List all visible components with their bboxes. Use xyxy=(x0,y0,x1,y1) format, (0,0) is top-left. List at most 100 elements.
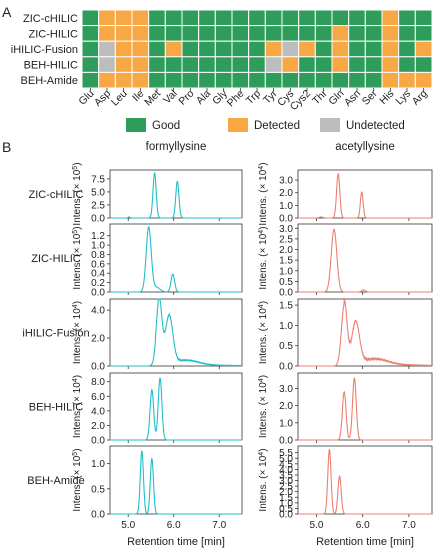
heatmap-cell xyxy=(181,25,200,42)
heatmap-cell xyxy=(98,25,116,42)
y-tick-label: 1.0 xyxy=(279,498,293,509)
heatmap-cell xyxy=(281,9,300,27)
chromatogram-axes xyxy=(109,169,243,219)
heatmap-cell xyxy=(81,71,100,89)
y-axis-label: Intens. (× 104) xyxy=(258,448,270,511)
chromatogram-panel: formyllysine acetyllysine ZIC-cHILIC 0.0 2.5… xyxy=(22,141,433,548)
heatmap-cell xyxy=(214,56,233,73)
y-tick-label: 5.5 xyxy=(279,448,293,459)
heatmap-cell xyxy=(98,71,116,89)
x-tick-label: 5.0 xyxy=(121,520,135,531)
y-tick-label: 1.5 xyxy=(279,256,293,267)
heatmap-cell xyxy=(398,40,416,58)
heatmap-cell xyxy=(264,71,283,89)
heatmap-cell xyxy=(181,56,200,73)
y-tick-label: 1.0 xyxy=(91,241,105,252)
heatmap-cell xyxy=(398,9,416,27)
heatmap-cell xyxy=(248,71,266,89)
y-tick-label: 1.0 xyxy=(279,418,293,429)
heatmap-cell xyxy=(148,56,166,73)
heatmap-cell xyxy=(248,40,266,58)
legend-swatch xyxy=(126,118,146,132)
chromatogram-trace xyxy=(110,225,242,293)
heatmap-cell xyxy=(181,40,200,58)
heatmap-cell xyxy=(298,40,316,58)
heatmap-cell xyxy=(198,56,216,73)
y-tick-label: 3.0 xyxy=(279,224,293,235)
heatmap-cell xyxy=(314,71,333,89)
y-tick-label: 2.0 xyxy=(279,188,293,199)
heatmap-cell xyxy=(264,40,283,58)
y-tick-label: 8.0 xyxy=(91,377,105,388)
y-tick-label: 0.0 xyxy=(279,288,293,299)
y-tick-label: 0.0 xyxy=(279,214,293,225)
heatmap-cell xyxy=(231,9,250,27)
heatmap-cell xyxy=(231,71,250,89)
y-tick-label: 3.0 xyxy=(279,476,293,487)
heatmap-cell xyxy=(231,56,250,73)
legend-swatch xyxy=(228,118,248,132)
heatmap-cell xyxy=(214,9,233,27)
y-tick-label: 7.5 xyxy=(91,174,105,185)
heatmap-cell xyxy=(131,25,150,42)
heatmap-cell xyxy=(331,9,350,27)
heatmap-cell xyxy=(264,56,283,73)
y-tick-label: 0.5 xyxy=(91,484,105,495)
heatmap-cell xyxy=(148,25,166,42)
y-axis-label: Intens. (× 104) xyxy=(72,301,84,364)
heatmap-cell xyxy=(214,25,233,42)
heatmap-cell xyxy=(331,71,350,89)
x-tick-label: 6.0 xyxy=(167,520,181,531)
y-tick-label: 0.0 xyxy=(279,510,293,521)
heatmap-cell xyxy=(148,71,166,89)
heatmap-row-label: ZIC-HILIC xyxy=(29,28,79,40)
heatmap-cell xyxy=(398,56,416,73)
chromatogram-axes xyxy=(109,223,243,293)
heatmap-cell xyxy=(131,71,150,89)
y-tick-label: 0.8 xyxy=(91,250,105,261)
y-tick-label: 1.0 xyxy=(91,459,105,470)
heatmap-cell xyxy=(414,40,433,58)
heatmap-cell xyxy=(214,71,233,89)
y-axis-label: Intens. (× 104) xyxy=(258,375,270,438)
heatmap-cell xyxy=(198,71,216,89)
heatmap-row-label: ZIC-cHILIC xyxy=(23,13,78,25)
y-tick-label: 6.0 xyxy=(91,392,105,403)
y-tick-label: 3.5 xyxy=(279,470,293,481)
legend-label: Undetected xyxy=(346,120,405,132)
chromatogram-row-label: BEH-HILIC xyxy=(29,402,83,414)
heatmap-cell xyxy=(348,56,366,73)
heatmap-cell xyxy=(198,9,216,27)
chromatogram-axes xyxy=(109,298,243,367)
y-tick-label: 0.4 xyxy=(91,269,105,280)
heatmap-cell xyxy=(381,71,400,89)
y-tick-label: 2.5 xyxy=(91,200,105,211)
y-tick-label: 2.0 xyxy=(279,401,293,412)
heatmap-row-label: BEH-HILIC xyxy=(24,60,78,72)
heatmap-col-label: Arg xyxy=(410,88,430,108)
heatmap-cell xyxy=(198,25,216,42)
x-tick-label: 7.0 xyxy=(402,520,416,531)
x-tick-label: 5.0 xyxy=(310,520,324,531)
heatmap-cell xyxy=(214,40,233,58)
y-tick-label: 0.0 xyxy=(91,510,105,521)
heatmap-cell xyxy=(348,9,366,27)
heatmap-cell xyxy=(131,9,150,27)
panel-b-label: B xyxy=(2,139,11,155)
heatmap-cell xyxy=(381,9,400,27)
heatmap-cell xyxy=(314,9,333,27)
heatmap-cell xyxy=(331,40,350,58)
y-tick-label: 5.0 xyxy=(279,454,293,465)
heatmap-cell xyxy=(114,56,133,73)
chromatogram-trace xyxy=(298,228,432,293)
heatmap-cell xyxy=(281,25,300,42)
y-tick-label: 3.0 xyxy=(279,384,293,395)
y-tick-label: 1.0 xyxy=(279,201,293,212)
chromatogram-axes xyxy=(297,223,433,293)
heatmap-cell xyxy=(114,25,133,42)
heatmap-cell xyxy=(281,71,300,89)
y-tick-label: 0.0 xyxy=(91,214,105,225)
y-axis-label: Intens. (× 105) xyxy=(72,226,84,289)
chromatogram-axes xyxy=(297,169,433,219)
y-tick-label: 1.2 xyxy=(91,231,105,242)
